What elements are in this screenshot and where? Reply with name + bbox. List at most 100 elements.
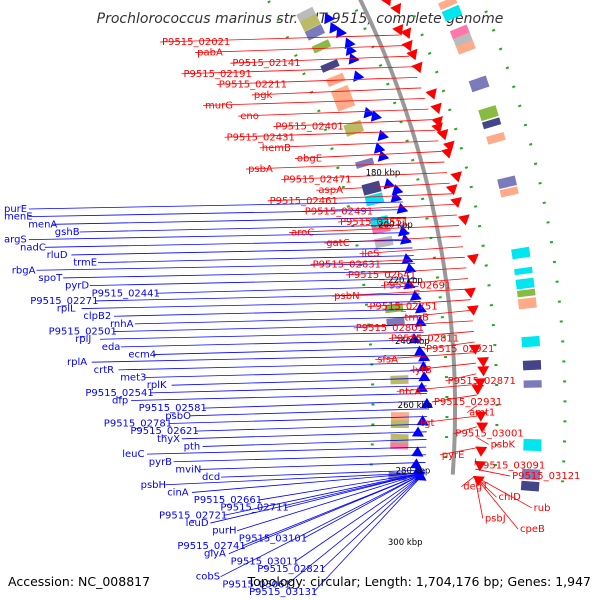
leader-line [189,408,428,417]
accession-text: Accession: NC_008817 [8,574,150,589]
gene-label: P9515_02541 [85,388,153,399]
reverse-arrow-41 [401,253,414,264]
forward-arrow-36 [450,196,462,209]
inner-block-22 [343,119,365,137]
gene-label: rplL [57,304,76,315]
reverse-arrow-14 [324,12,336,25]
gene-label: cinA [167,487,189,498]
gene-label: P9515_02781 [104,418,172,429]
leader-line [337,214,457,223]
gene-label: psbK [491,439,516,450]
gene-label: purH [212,526,236,537]
reverse-arrow-45 [409,290,422,301]
leader-line [423,341,475,350]
inner-block-12 [296,6,316,22]
gene-label: pgk [254,90,273,101]
leader-line [79,224,408,233]
outer-block-26 [478,105,499,122]
outer-block-18 [441,4,463,22]
leader-line [44,239,411,248]
leader-line [476,436,489,445]
forward-arrow-22 [406,48,418,61]
forward-arrow-59 [476,422,489,433]
leader-line [461,475,475,487]
leader-line [236,472,425,532]
forward-arrow-29 [431,122,443,134]
forward-arrow-16 [380,0,392,7]
inner-block-39 [386,317,405,327]
gene-label: tgt [420,418,434,429]
reverse-arrow-56 [420,397,433,408]
gene-label: eno [240,111,259,122]
gene-label: gatC [326,238,349,249]
leader-line [388,331,474,339]
outer-block-47 [523,380,542,388]
outer-block-53 [521,468,541,481]
leader-line [474,475,519,530]
forward-arrow-47 [466,305,479,316]
gene-label: P9515_03091 [477,460,545,471]
inner-block-27 [361,180,382,196]
leader-line [71,247,413,256]
leader-line [445,373,477,382]
gene-label: pyrB [149,457,172,468]
leader-line [203,98,425,106]
gene-label: gshB [55,227,80,238]
tick-label: 240 kbp [395,337,430,347]
leader-line [294,151,442,159]
reverse-arrow-15 [329,22,341,34]
gene-label: P9515_02711 [220,503,288,514]
gene-label: thyX [157,434,180,445]
gene-label: rplK [147,380,167,391]
gene-label: rbgA [12,265,36,276]
reverse-arrow-30 [377,150,390,162]
outer-block-24 [468,75,490,93]
inner-block-13 [299,13,321,32]
leader-line [28,209,405,218]
forward-arrow-21 [401,39,413,52]
leader-line [410,362,476,371]
leader-line [200,462,426,470]
gene-label: spoT [38,273,63,284]
reverse-arrow-53 [418,371,431,382]
reverse-arrow-19 [348,53,360,65]
gene-label: chlD [498,492,521,503]
leader-line [221,469,426,478]
gene-label: crtR [94,365,115,376]
gene-label: psbA [248,164,273,175]
inner-block-47 [390,420,409,429]
gene-label: P9515_02801 [356,323,424,334]
forward-arrow-26 [425,88,437,100]
leader-line [52,216,407,225]
forward-arrow-30 [436,128,449,141]
gene-label: P9515_03121 [512,471,580,482]
gene-label: pyrD [65,281,89,292]
forward-arrow-53 [477,366,490,377]
leader-line [118,362,426,371]
leader-line [153,347,425,355]
gene-label: P9515_02431 [227,132,295,143]
outer-block-21 [452,32,473,48]
gene-label: P9515_03061 [222,579,290,590]
gene-label: aspA [318,185,343,196]
inner-block-49 [390,442,409,450]
leader-line [146,446,427,455]
outer-block-44 [521,335,541,348]
reverse-arrow-25 [363,106,375,119]
leader-line [324,235,462,244]
tick-label: 200 kbp [378,220,413,230]
gene-label: psbH [141,480,166,491]
gene-label: degT [463,482,489,493]
outer-block-32 [497,175,517,190]
reverse-arrow-16 [336,26,348,39]
forward-arrow-58 [474,411,487,422]
leader-line [259,140,439,149]
leader-line [321,472,426,570]
leader-line [475,468,511,477]
leader-line [289,225,460,233]
outer-block-41 [516,288,536,298]
inner-block-31 [371,224,391,235]
reverse-arrow-61 [411,446,424,457]
ring-tracks [266,0,567,483]
